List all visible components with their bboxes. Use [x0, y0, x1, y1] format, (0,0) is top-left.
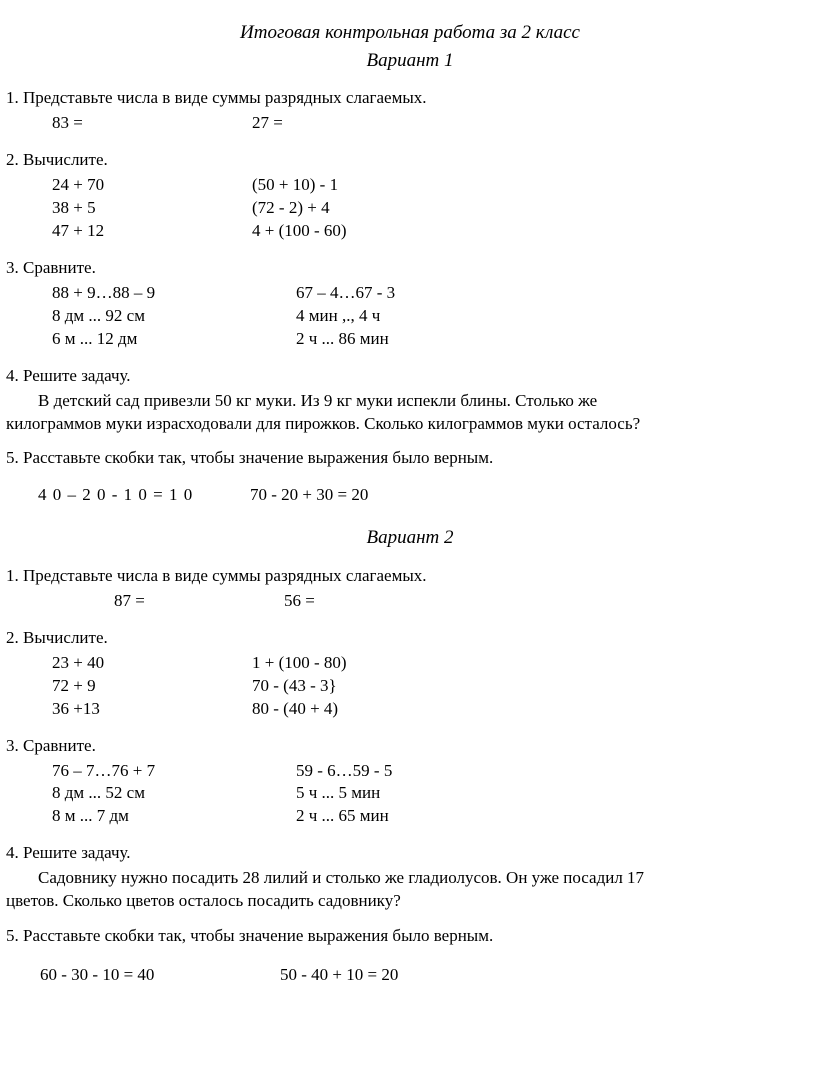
- v1-t3-r0b: 67 – 4…67 - 3: [296, 282, 395, 305]
- v1-t2-r2a: 47 + 12: [52, 220, 252, 243]
- v2-t4-line2: цветов. Сколько цветов осталось посадить…: [6, 890, 814, 913]
- v1-task4-body: В детский сад привезли 50 кг муки. Из 9 …: [6, 390, 814, 436]
- v1-t3-r1a: 8 дм ... 92 см: [52, 305, 296, 328]
- v1-task2-body: 24 + 70(50 + 10) - 1 38 + 5(72 - 2) + 4 …: [6, 174, 814, 243]
- v2-t2-r1b: 70 - (43 - 3}: [252, 675, 337, 698]
- v2-t2-r2a: 36 +13: [52, 698, 252, 721]
- v2-t3-r0b: 59 - 6…59 - 5: [296, 760, 392, 783]
- v1-t2-r0a: 24 + 70: [52, 174, 252, 197]
- v2-task1-head: 1. Представьте числа в виде суммы разряд…: [6, 565, 814, 588]
- variant-1-heading: Вариант 1: [6, 48, 814, 74]
- v1-task2-head: 2. Вычислите.: [6, 149, 814, 172]
- v1-t3-r2a: 6 м ... 12 дм: [52, 328, 296, 351]
- v2-task2-body: 23 + 401 + (100 - 80) 72 + 970 - (43 - 3…: [6, 652, 814, 721]
- v1-task5-body: 4 0 – 2 0 - 1 0 = 1 0 70 - 20 + 30 = 20: [6, 484, 814, 507]
- v1-t2-r2b: 4 + (100 - 60): [252, 220, 347, 243]
- v1-t4-line1: В детский сад привезли 50 кг муки. Из 9 …: [6, 390, 814, 413]
- v2-t3-r0a: 76 – 7…76 + 7: [52, 760, 296, 783]
- v1-task3-body: 88 + 9…88 – 967 – 4…67 - 3 8 дм ... 92 с…: [6, 282, 814, 351]
- v2-t3-r1b: 5 ч ... 5 мин: [296, 782, 380, 805]
- v2-task4-head: 4. Решите задачу.: [6, 842, 814, 865]
- v1-t3-r1b: 4 мин ,., 4 ч: [296, 305, 380, 328]
- doc-title: Итоговая контрольная работа за 2 класс: [6, 20, 814, 46]
- v2-t3-r2b: 2 ч ... 65 мин: [296, 805, 389, 828]
- v2-task4-body: Садовнику нужно посадить 28 лилий и стол…: [6, 867, 814, 913]
- v1-t4-line2: килограммов муки израсходовали для пирож…: [6, 413, 814, 436]
- v2-t2-r0a: 23 + 40: [52, 652, 252, 675]
- v2-task2-head: 2. Вычислите.: [6, 627, 814, 650]
- v2-t1-a: 87 =: [114, 590, 284, 613]
- v1-t1-a: 83 =: [52, 112, 252, 135]
- v2-t3-r1a: 8 дм ... 52 см: [52, 782, 296, 805]
- v2-t5-b: 50 - 40 + 10 = 20: [280, 964, 398, 987]
- v1-t3-r0a: 88 + 9…88 – 9: [52, 282, 296, 305]
- v2-t2-r1a: 72 + 9: [52, 675, 252, 698]
- v1-t2-r1b: (72 - 2) + 4: [252, 197, 330, 220]
- v1-task4-head: 4. Решите задачу.: [6, 365, 814, 388]
- v2-t2-r0b: 1 + (100 - 80): [252, 652, 347, 675]
- v2-t1-b: 56 =: [284, 590, 315, 613]
- v1-task5-head: 5. Расставьте скобки так, чтобы значение…: [6, 447, 814, 470]
- v2-task3-body: 76 – 7…76 + 759 - 6…59 - 5 8 дм ... 52 с…: [6, 760, 814, 829]
- v2-t5-a: 60 - 30 - 10 = 40: [40, 964, 280, 987]
- variant-2-heading: Вариант 2: [6, 525, 814, 551]
- v2-t4-line1: Садовнику нужно посадить 28 лилий и стол…: [6, 867, 814, 890]
- v1-t2-r1a: 38 + 5: [52, 197, 252, 220]
- v1-task3-head: 3. Сравните.: [6, 257, 814, 280]
- v1-t5-b: 70 - 20 + 30 = 20: [250, 484, 368, 507]
- v2-t3-r2a: 8 м ... 7 дм: [52, 805, 296, 828]
- v2-t2-r2b: 80 - (40 + 4): [252, 698, 338, 721]
- v2-task1-body: 87 = 56 =: [6, 590, 814, 613]
- v2-task3-head: 3. Сравните.: [6, 735, 814, 758]
- v1-task1-body: 83 = 27 =: [6, 112, 814, 135]
- v1-t3-r2b: 2 ч ... 86 мин: [296, 328, 389, 351]
- v2-task5-body: 60 - 30 - 10 = 40 50 - 40 + 10 = 20: [6, 964, 814, 987]
- v1-task1-head: 1. Представьте числа в виде суммы разряд…: [6, 87, 814, 110]
- v1-t5-a: 4 0 – 2 0 - 1 0 = 1 0: [38, 484, 250, 507]
- v1-t2-r0b: (50 + 10) - 1: [252, 174, 338, 197]
- v2-task5-head: 5. Расставьте скобки так, чтобы значение…: [6, 925, 814, 948]
- v1-t1-b: 27 =: [252, 112, 283, 135]
